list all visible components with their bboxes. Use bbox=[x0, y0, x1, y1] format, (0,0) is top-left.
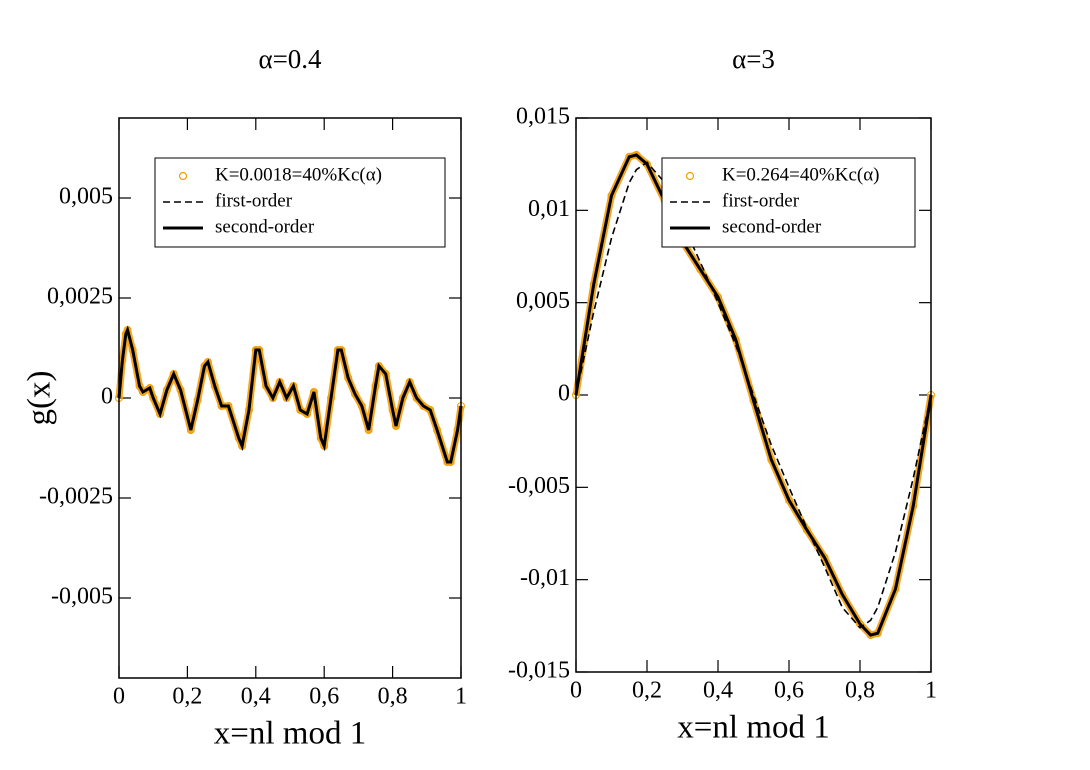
legend-marker bbox=[178, 171, 188, 181]
x-tick-label: 1 bbox=[455, 684, 467, 710]
x-tick-label: 0,6 bbox=[774, 678, 804, 704]
y-tick-label: 0,0025 bbox=[47, 284, 113, 310]
plot-frame bbox=[118, 117, 462, 679]
panel-title: α=0.4 bbox=[258, 44, 322, 74]
y-axis-label: g(x) bbox=[22, 371, 58, 426]
x-axis-label: x=nl mod 1 bbox=[677, 710, 829, 746]
x-tick-label: 0,4 bbox=[703, 678, 733, 704]
data-point bbox=[802, 525, 811, 534]
y-tick-label: -0,005 bbox=[508, 473, 570, 499]
x-tick-label: 0,2 bbox=[172, 684, 202, 710]
legend-label: first-order bbox=[722, 190, 800, 211]
legend-label: second-order bbox=[215, 216, 315, 237]
x-tick-label: 1 bbox=[925, 678, 937, 704]
x-tick-label: 0 bbox=[113, 684, 125, 710]
legend-label: first-order bbox=[215, 190, 293, 211]
y-tick-label: 0 bbox=[558, 381, 570, 407]
y-tick-label: -0,005 bbox=[51, 584, 113, 610]
data-point bbox=[838, 590, 847, 599]
x-tick-label: 0,8 bbox=[845, 678, 875, 704]
series-line bbox=[574, 153, 933, 637]
x-tick-label: 0,2 bbox=[632, 678, 662, 704]
panel-title: α=3 bbox=[732, 44, 775, 74]
y-tick-label: 0,005 bbox=[516, 288, 570, 314]
legend-marker bbox=[685, 171, 695, 181]
data-point bbox=[820, 553, 829, 562]
y-tick-label: -0,01 bbox=[520, 565, 570, 591]
data-point bbox=[138, 388, 147, 396]
x-tick-label: 0,8 bbox=[378, 684, 408, 710]
y-tick-label: 0,005 bbox=[59, 184, 113, 210]
legend-label: K=0.264=40%Kc(α) bbox=[722, 164, 880, 185]
plot-frame bbox=[575, 117, 932, 673]
x-tick-label: 0,6 bbox=[309, 684, 339, 710]
legend-box bbox=[154, 157, 446, 248]
y-tick-label: -0,015 bbox=[508, 658, 570, 684]
x-tick-label: 0 bbox=[570, 678, 582, 704]
series-line bbox=[117, 325, 463, 464]
data-point bbox=[419, 402, 428, 410]
legend-label: second-order bbox=[722, 216, 822, 237]
x-tick-label: 0,4 bbox=[241, 684, 271, 710]
y-tick-label: -0,0025 bbox=[39, 484, 113, 510]
x-axis-label: x=nl mod 1 bbox=[214, 716, 366, 752]
y-tick-label: 0 bbox=[101, 384, 113, 410]
y-tick-label: 0,015 bbox=[516, 104, 570, 130]
y-tick-label: 0,01 bbox=[528, 196, 570, 222]
legend-label: K=0.0018=40%Kc(α) bbox=[215, 164, 382, 185]
